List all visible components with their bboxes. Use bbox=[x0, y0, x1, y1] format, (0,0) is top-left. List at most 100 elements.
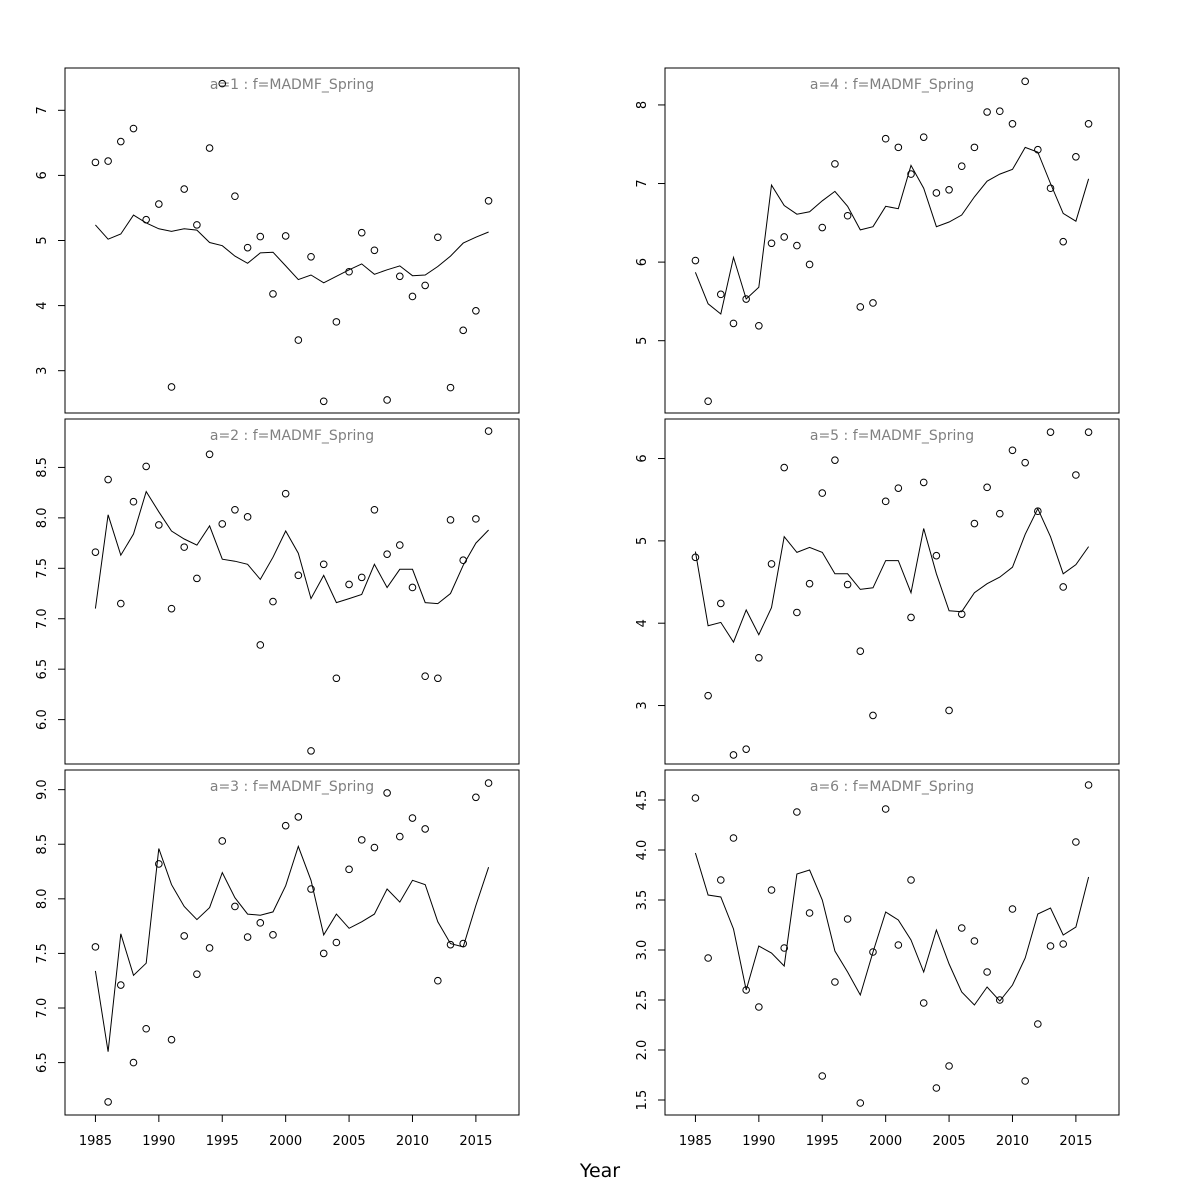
data-point bbox=[1046, 184, 1055, 193]
data-point bbox=[919, 133, 928, 141]
data-point bbox=[180, 932, 189, 940]
y-tick-label: 8 bbox=[635, 101, 650, 109]
data-point bbox=[780, 463, 789, 472]
y-tick-label: 7.0 bbox=[35, 608, 50, 629]
y-tick-label: 6 bbox=[635, 454, 650, 462]
data-point bbox=[793, 241, 801, 250]
data-point bbox=[1008, 905, 1017, 913]
data-point bbox=[818, 1072, 827, 1080]
panel-frame bbox=[64, 769, 520, 1116]
x-tick-label: 1990 bbox=[142, 1134, 175, 1149]
data-point bbox=[957, 924, 966, 932]
data-point bbox=[243, 513, 252, 521]
data-point bbox=[269, 290, 277, 298]
data-point bbox=[1072, 153, 1080, 161]
data-point bbox=[395, 832, 404, 841]
x-tick-label: 2000 bbox=[269, 1134, 302, 1149]
data-point bbox=[408, 583, 417, 592]
data-point bbox=[691, 553, 700, 562]
data-point bbox=[472, 515, 480, 523]
data-point bbox=[231, 192, 239, 201]
data-point bbox=[142, 1024, 150, 1033]
data-point bbox=[945, 1062, 953, 1070]
data-point bbox=[459, 326, 468, 335]
data-point bbox=[370, 246, 379, 255]
data-point bbox=[129, 497, 138, 506]
data-point bbox=[1046, 428, 1055, 436]
x-tick-label: 2015 bbox=[1059, 1134, 1092, 1149]
data-point bbox=[459, 939, 468, 948]
data-point bbox=[434, 674, 442, 683]
data-point bbox=[856, 1099, 865, 1107]
data-point bbox=[742, 745, 750, 753]
data-point bbox=[332, 938, 341, 947]
fit-line bbox=[94, 490, 489, 609]
data-point bbox=[142, 215, 150, 224]
panel-3: a=3 : f=MADMF_Spring 6.5 7.0 7.5 8.0 8.5 9.0 19… bbox=[35, 769, 520, 1149]
data-point bbox=[716, 876, 725, 884]
data-point bbox=[932, 551, 941, 560]
data-point bbox=[345, 865, 353, 874]
data-point bbox=[805, 579, 814, 588]
data-point bbox=[983, 968, 991, 976]
y-tick-label: 4 bbox=[35, 301, 50, 309]
data-point bbox=[869, 711, 877, 720]
y-tick-label: 6.5 bbox=[35, 659, 50, 680]
y-tick-label: 7.5 bbox=[35, 943, 50, 964]
data-point bbox=[843, 915, 852, 923]
data-point bbox=[307, 747, 315, 755]
data-point bbox=[193, 221, 201, 229]
data-point bbox=[755, 1003, 763, 1011]
data-point bbox=[104, 475, 112, 484]
data-point bbox=[345, 580, 353, 589]
data-point bbox=[894, 941, 903, 949]
y-tick-label: 3 bbox=[635, 701, 650, 709]
data-point bbox=[370, 505, 379, 514]
data-point bbox=[116, 981, 125, 989]
data-point bbox=[1021, 1077, 1029, 1085]
data-point bbox=[1034, 507, 1042, 516]
data-point bbox=[805, 909, 814, 917]
fit-line bbox=[694, 507, 1090, 644]
y-tick-label: 6 bbox=[35, 171, 50, 179]
panel-frame bbox=[64, 67, 520, 414]
panel-title: a=1 : f=MADMF_Spring bbox=[210, 77, 374, 93]
data-point bbox=[256, 919, 265, 927]
data-point bbox=[357, 836, 366, 844]
data-point bbox=[218, 837, 227, 845]
y-tick-label: 7 bbox=[35, 106, 50, 114]
data-point bbox=[421, 281, 429, 290]
data-point bbox=[256, 232, 265, 241]
data-point bbox=[205, 450, 214, 459]
data-point bbox=[780, 944, 789, 952]
data-point bbox=[843, 580, 852, 589]
data-point bbox=[729, 834, 738, 842]
y-tick-label: 7 bbox=[635, 179, 650, 187]
data-point bbox=[831, 160, 839, 168]
data-point bbox=[793, 808, 801, 816]
y-tick-label: 4.0 bbox=[635, 840, 650, 861]
data-point bbox=[1072, 471, 1080, 479]
y-tick-label: 7.5 bbox=[35, 558, 50, 579]
data-point bbox=[1072, 838, 1080, 846]
data-point bbox=[243, 243, 252, 252]
data-point bbox=[1021, 77, 1029, 86]
data-point bbox=[243, 933, 252, 941]
x-axis-label: Year bbox=[579, 1160, 621, 1182]
data-point bbox=[831, 456, 839, 464]
data-point bbox=[704, 691, 712, 700]
data-point bbox=[983, 108, 991, 116]
data-point bbox=[446, 516, 455, 524]
data-point bbox=[484, 427, 493, 435]
data-point bbox=[691, 256, 700, 265]
data-point bbox=[395, 272, 404, 281]
panel-6: a=6 : f=MADMF_Spring 1.5 2.0 2.5 3.0 3.5 4.0 4.… bbox=[635, 769, 1120, 1149]
x-tick-label: 2005 bbox=[333, 1134, 366, 1149]
data-point bbox=[193, 574, 201, 583]
panel-frame bbox=[664, 67, 1120, 414]
data-point bbox=[1008, 119, 1017, 128]
data-point bbox=[1034, 1020, 1042, 1028]
data-point bbox=[907, 170, 915, 178]
data-point bbox=[1008, 446, 1017, 455]
data-point bbox=[155, 521, 163, 529]
